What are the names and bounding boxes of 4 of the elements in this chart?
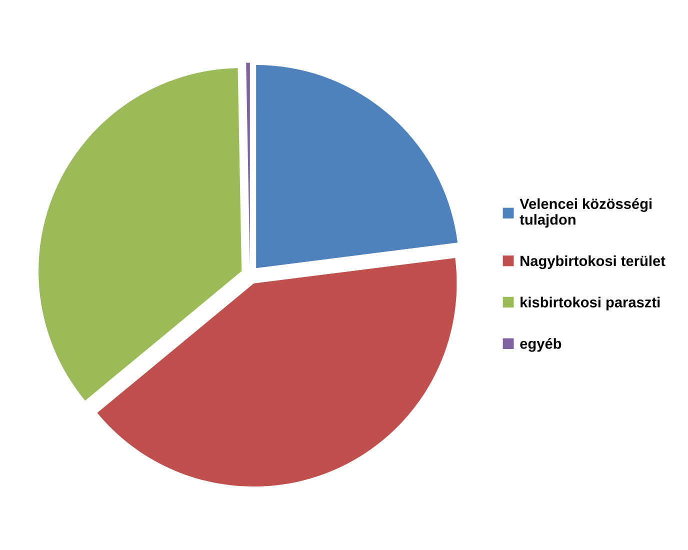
- legend-label: kisbirtokosi paraszti: [520, 296, 660, 310]
- legend-label: Nagybirtokosi terület: [520, 255, 666, 270]
- legend-label: egyéb: [520, 338, 562, 352]
- legend-label: Velencei közösségi tulajdon: [520, 198, 652, 228]
